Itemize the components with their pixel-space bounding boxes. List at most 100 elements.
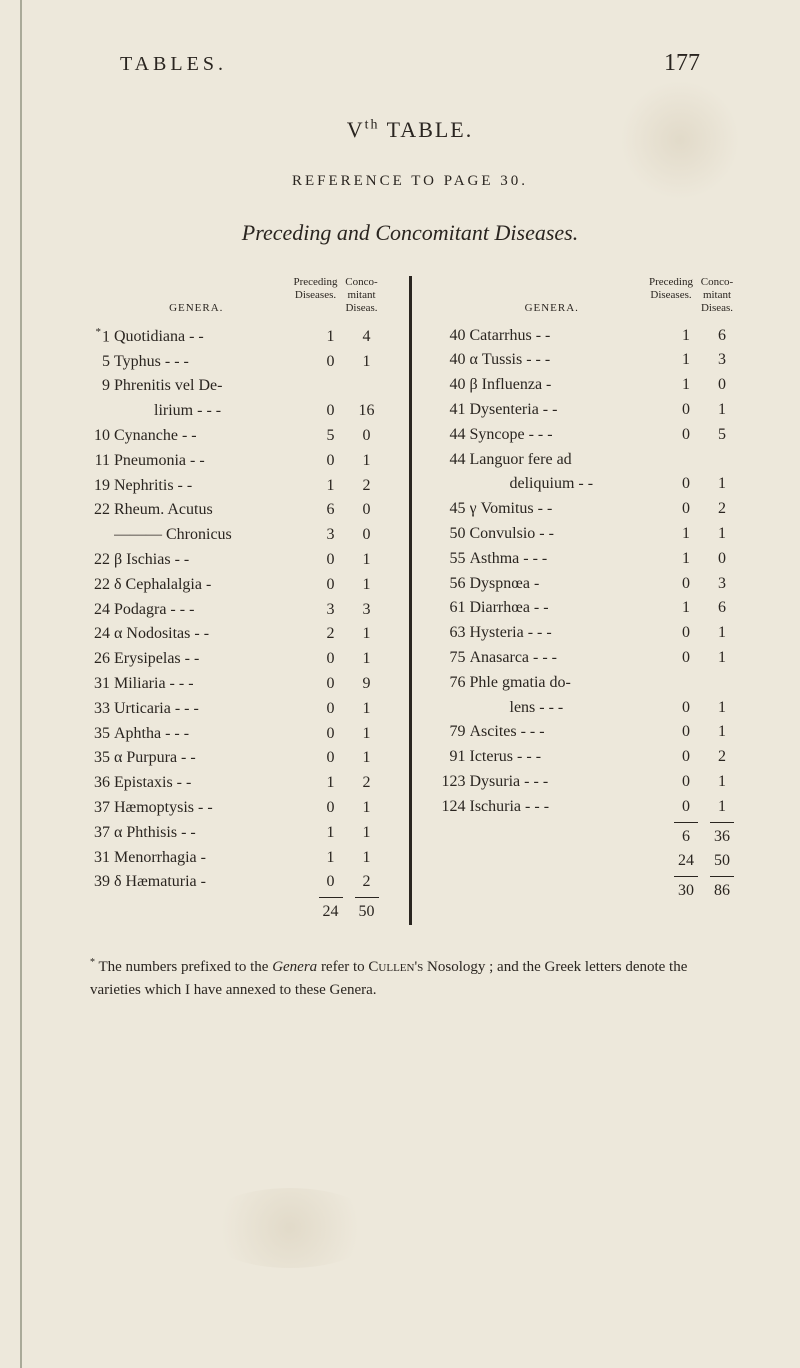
table-number: Vth TABLE. (80, 117, 740, 143)
table-row: 40Catarrhus - -16 (436, 324, 741, 349)
right-carry-n1: 24 (668, 849, 704, 874)
row-index: 31 (80, 846, 114, 871)
row-conco: 0 (349, 424, 385, 449)
right-total-n2: 86 (704, 879, 740, 904)
row-index: 35 (80, 722, 114, 747)
row-preceding: 1 (668, 547, 704, 572)
row-index: 26 (80, 647, 114, 672)
row-preceding: 3 (313, 598, 349, 623)
table-row: 35α Purpura - -01 (80, 746, 385, 771)
table-row: lirium - - -016 (80, 399, 385, 424)
table-row: 11Pneumonia - -01 (80, 449, 385, 474)
table-row: 50Convulsio - -11 (436, 522, 741, 547)
row-index: 40 (436, 324, 470, 349)
row-preceding: 0 (668, 497, 704, 522)
row-conco: 2 (349, 771, 385, 796)
row-label: ——— Chronicus (114, 523, 313, 548)
row-preceding: 0 (668, 398, 704, 423)
row-label: Pneumonia - - (114, 449, 313, 474)
right-carry-n2: 50 (704, 849, 740, 874)
left-total-row: 24 50 (80, 900, 385, 925)
row-label: Menorrhagia - (114, 846, 313, 871)
row-label: Urticaria - - - (114, 697, 313, 722)
row-preceding: 0 (313, 870, 349, 895)
row-preceding: 0 (313, 647, 349, 672)
row-conco: 1 (349, 548, 385, 573)
row-conco: 2 (704, 745, 740, 770)
right-column: GENERA. Preceding Diseases. Conco-mitant… (436, 276, 741, 925)
row-conco: 1 (704, 621, 740, 646)
table-row: 37Hæmoptysis - -01 (80, 796, 385, 821)
table-row: 22Rheum. Acutus60 (80, 498, 385, 523)
row-conco: 6 (704, 324, 740, 349)
row-conco: 1 (349, 821, 385, 846)
page-number: 177 (664, 50, 700, 77)
row-label: Anasarca - - - (470, 646, 669, 671)
header-tables-label: TABLES. (120, 53, 227, 76)
row-conco: 0 (704, 373, 740, 398)
table-row: ——— Chronicus30 (80, 523, 385, 548)
row-index: 22 (80, 573, 114, 598)
row-conco: 4 (349, 325, 385, 350)
fn-italic: Genera (272, 959, 317, 975)
row-conco: 2 (349, 474, 385, 499)
row-conco: 1 (349, 722, 385, 747)
row-index: 79 (436, 720, 470, 745)
row-preceding: 3 (313, 523, 349, 548)
row-label: lens - - - (470, 696, 669, 721)
row-label: Epistaxis - - (114, 771, 313, 796)
table-row: deliquium - -01 (436, 472, 741, 497)
row-index: 63 (436, 621, 470, 646)
column-divider (409, 276, 412, 925)
row-label: Typhus - - - (114, 350, 313, 375)
row-index: 41 (436, 398, 470, 423)
row-conco: 1 (704, 720, 740, 745)
row-index: 123 (436, 770, 470, 795)
row-index: 33 (80, 697, 114, 722)
table-rest: TABLE. (380, 117, 474, 142)
hdr-conco-left: Conco-mitant Diseas. (339, 276, 385, 316)
row-index: 37 (80, 821, 114, 846)
row-index: 56 (436, 572, 470, 597)
row-label: Erysipelas - - (114, 647, 313, 672)
row-preceding: 0 (313, 796, 349, 821)
row-index: 40 (436, 348, 470, 373)
row-preceding: 1 (668, 348, 704, 373)
row-label: Podagra - - - (114, 598, 313, 623)
table-row: 31Miliaria - - -09 (80, 672, 385, 697)
row-label: Ascites - - - (470, 720, 669, 745)
table-columns: GENERA. Preceding Diseases. Conco-mitant… (80, 276, 740, 925)
italic-title: Preceding and Concomitant Diseases. (80, 220, 740, 246)
reference-line: REFERENCE TO PAGE 30. (80, 173, 740, 190)
row-index: 75 (436, 646, 470, 671)
row-conco: 1 (349, 350, 385, 375)
row-conco: 9 (349, 672, 385, 697)
row-conco: 1 (349, 449, 385, 474)
row-label: Nephritis - - (114, 474, 313, 499)
row-conco: 1 (704, 398, 740, 423)
row-label: Hæmoptysis - - (114, 796, 313, 821)
table-row: 41Dysenteria - -01 (436, 398, 741, 423)
row-preceding: 1 (313, 771, 349, 796)
table-row: 31Menorrhagia -11 (80, 846, 385, 871)
row-label: Dyspnœa - (470, 572, 669, 597)
right-subtotal-row: 6 36 (436, 825, 741, 850)
row-label: Dysuria - - - (470, 770, 669, 795)
table-row: 9Phrenitis vel De- (80, 374, 385, 399)
row-conco: 1 (704, 795, 740, 820)
table-row: 5Typhus - - -01 (80, 350, 385, 375)
row-preceding: 0 (668, 770, 704, 795)
table-row: *1Quotidiana - -14 (80, 324, 385, 350)
table-row: 75Anasarca - - -01 (436, 646, 741, 671)
row-index: 76 (436, 671, 470, 696)
row-label: Catarrhus - - (470, 324, 669, 349)
row-label: α Tussis - - - (470, 348, 669, 373)
table-row: 19Nephritis - -12 (80, 474, 385, 499)
row-preceding: 0 (668, 696, 704, 721)
fn-t2: refer to (317, 959, 368, 975)
row-conco: 1 (704, 696, 740, 721)
row-preceding: 1 (668, 522, 704, 547)
row-conco: 1 (349, 647, 385, 672)
row-preceding: 2 (313, 622, 349, 647)
row-conco: 3 (704, 572, 740, 597)
